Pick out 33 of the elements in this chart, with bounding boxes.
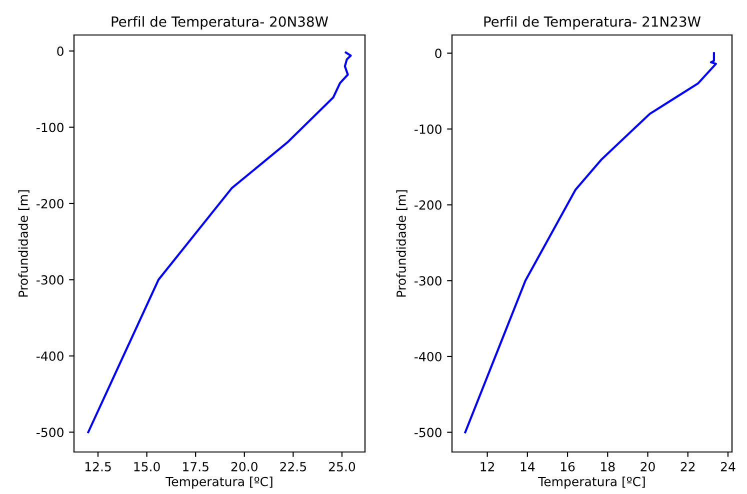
y-tick-label: -200 [36,198,64,208]
y-tick-label: -500 [414,428,442,438]
x-tick-label: 15.0 [134,462,160,472]
y-tick-label: 0 [57,46,64,56]
x-tick-label: 17.5 [183,462,208,472]
x-tick-label: 12.5 [85,462,111,472]
line-series [87,51,352,434]
y-tick-label: -400 [36,351,64,361]
x-tick-label: 18 [601,462,615,472]
x-tick-label: 14 [520,462,535,472]
chart-title: Perfil de Temperatura- 20N38W [112,16,328,30]
y-tick-label: -100 [414,124,442,134]
x-axis-title: Temperatura [ºC] [538,476,645,489]
x-tick-label: 22 [680,462,695,472]
x-axis-title: Temperatura [ºC] [166,476,272,489]
chart-title: Perfil de Temperatura- 21N23W [484,16,701,30]
x-tick-label: 24 [720,462,736,472]
line-series [464,52,717,434]
y-tick-label: -100 [36,122,64,132]
y-axis-title: Profundidade [m] [18,190,30,297]
y-tick-label: -400 [414,352,442,362]
x-tick-label: 25.0 [328,462,356,472]
y-tick-label: -300 [36,275,64,285]
x-tick-label: 16 [560,462,575,472]
x-tick-label: 12 [480,462,494,472]
x-tick-label: 20.0 [231,462,258,472]
x-tick-label: 22.5 [280,462,306,472]
y-tick-label: -500 [36,428,64,438]
y-axis-title: Profundidade [m] [396,190,408,297]
x-tick-label: 20 [640,462,655,472]
y-tick-label: 0 [435,48,442,58]
y-tick-label: -300 [414,276,442,286]
y-tick-label: -200 [414,200,442,210]
